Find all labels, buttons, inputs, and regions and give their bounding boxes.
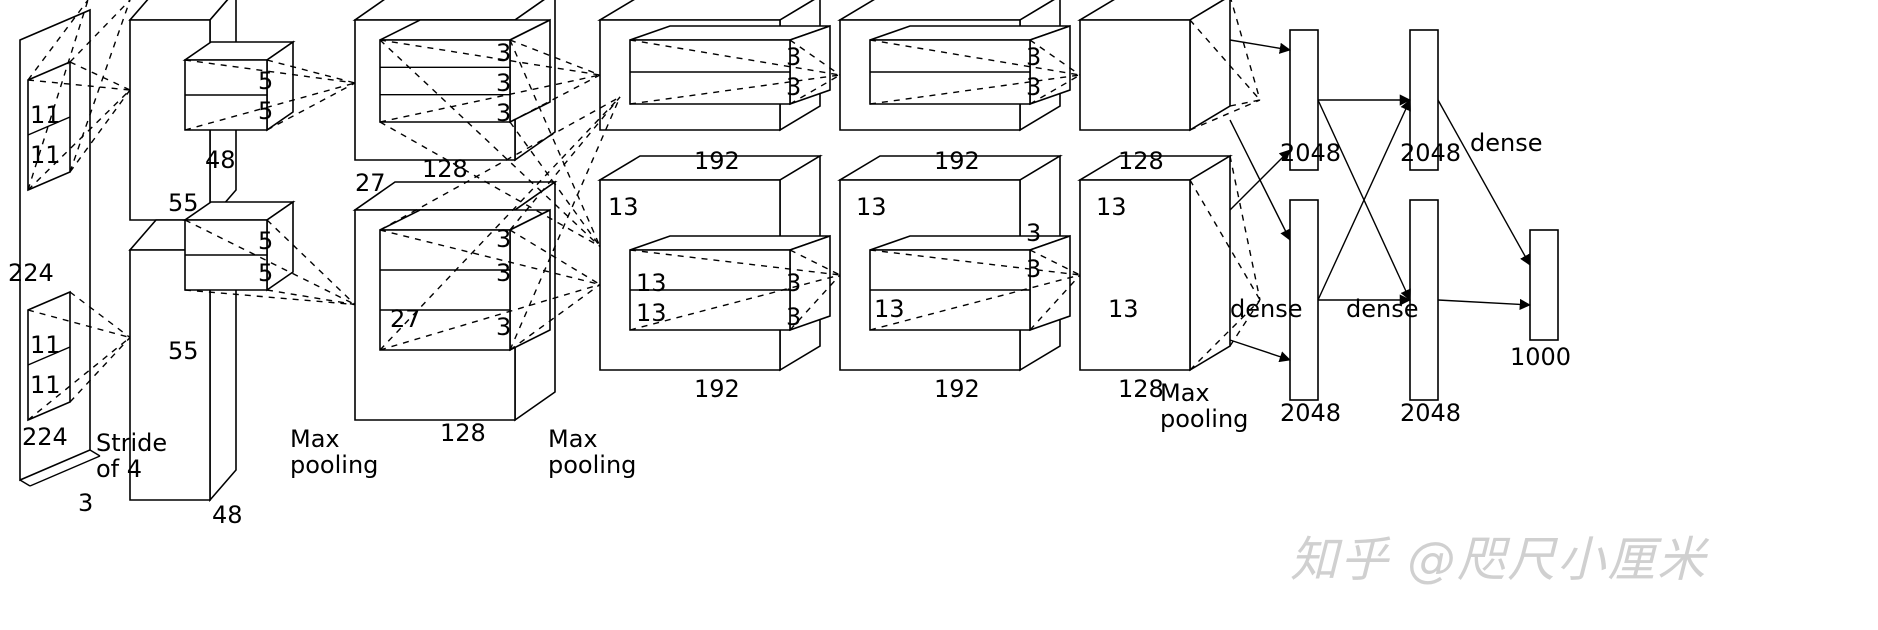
label-f3-b2: 3 — [496, 260, 511, 286]
label-pool2: Max pooling — [548, 426, 636, 479]
label-f2a-w: 5 — [258, 98, 273, 124]
label-f3-t3: 3 — [496, 100, 511, 126]
label-f1a-h: 11 — [30, 102, 61, 128]
label-l3-dt: 192 — [694, 148, 740, 174]
label-l5-bs: 13 — [1108, 296, 1139, 322]
label-l2-top-size: 27 — [355, 170, 386, 196]
label-f5-t2: 3 — [1026, 74, 1041, 100]
label-l2-depth-bot: 128 — [440, 420, 486, 446]
label-l3-bs2: 13 — [636, 300, 667, 326]
label-f3-b3: 3 — [496, 314, 511, 340]
label-l2-bot-size: 27 — [390, 306, 421, 332]
label-fc1-t: 2048 — [1280, 140, 1341, 166]
label-l1-depth-top: 48 — [205, 147, 236, 173]
label-f1b-h: 11 — [30, 332, 61, 358]
label-f3-b1: 3 — [496, 226, 511, 252]
label-l3-bs: 13 — [636, 270, 667, 296]
label-fc2-t: 2048 — [1400, 140, 1461, 166]
label-l3-ts: 13 — [608, 194, 639, 220]
label-l4-bs: 13 — [874, 296, 905, 322]
label-f4-b2: 3 — [786, 304, 801, 330]
label-f1a-w: 11 — [30, 142, 61, 168]
label-pool1: Max pooling — [290, 426, 378, 479]
label-f3-t2: 3 — [496, 70, 511, 96]
label-dense2: dense — [1346, 296, 1418, 322]
label-fc1-b: 2048 — [1280, 400, 1341, 426]
label-l4-db: 192 — [934, 376, 980, 402]
label-dense1: dense — [1230, 296, 1302, 322]
label-l5-ts: 13 — [1096, 194, 1127, 220]
label-f5-b1: 3 — [1026, 220, 1041, 246]
label-l5-dt: 128 — [1118, 148, 1164, 174]
label-l1-top-size: 55 — [168, 190, 199, 216]
label-f1b-w: 11 — [30, 372, 61, 398]
label-input-w: 224 — [22, 424, 68, 450]
label-l4-dt: 192 — [934, 148, 980, 174]
label-pool3: Max pooling — [1160, 380, 1248, 433]
label-stride: Stride of 4 — [96, 430, 167, 483]
label-f2b-h: 5 — [258, 228, 273, 254]
label-f2b-w: 5 — [258, 260, 273, 286]
label-l1-bot-size: 55 — [168, 338, 199, 364]
label-l1-depth: 48 — [212, 502, 243, 528]
label-f2a-h: 5 — [258, 68, 273, 94]
label-out: 1000 — [1510, 344, 1571, 370]
label-l4-ts: 13 — [856, 194, 887, 220]
label-f4-t1: 3 — [786, 44, 801, 70]
label-f5-t1: 3 — [1026, 44, 1041, 70]
label-fc2-b: 2048 — [1400, 400, 1461, 426]
watermark: 知乎 @咫尺小厘米 — [1290, 520, 1707, 590]
label-l3-db: 192 — [694, 376, 740, 402]
label-l2-depth-top: 128 — [422, 156, 468, 182]
label-input-d: 3 — [78, 490, 93, 516]
label-f4-t2: 3 — [786, 74, 801, 100]
label-f3-t1: 3 — [496, 40, 511, 66]
label-dense3: dense — [1470, 130, 1542, 156]
label-input-h: 224 — [8, 260, 54, 286]
label-l5-db: 128 — [1118, 376, 1164, 402]
label-f5-b2: 3 — [1026, 256, 1041, 282]
label-f4-b1: 3 — [786, 270, 801, 296]
